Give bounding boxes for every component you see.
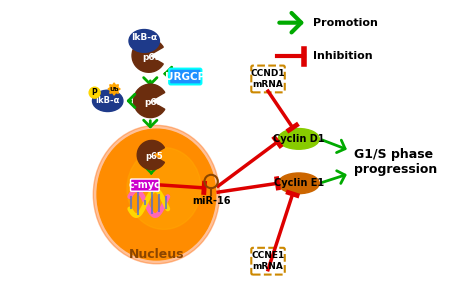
FancyBboxPatch shape [130, 179, 159, 191]
Ellipse shape [97, 129, 216, 260]
Polygon shape [108, 83, 120, 95]
Wedge shape [132, 39, 163, 72]
Text: Promotion: Promotion [313, 18, 378, 28]
Ellipse shape [93, 125, 219, 264]
Text: Cyclin E1: Cyclin E1 [273, 178, 324, 188]
Text: URGCP: URGCP [165, 72, 205, 82]
FancyBboxPatch shape [251, 248, 285, 274]
Text: IkB-α: IkB-α [96, 96, 120, 105]
Text: c-myc: c-myc [129, 180, 161, 190]
Text: Inhibition: Inhibition [313, 51, 373, 61]
Text: p65: p65 [142, 53, 161, 62]
Text: Nucleus: Nucleus [128, 248, 184, 261]
Ellipse shape [278, 173, 319, 194]
Ellipse shape [129, 29, 159, 52]
FancyBboxPatch shape [169, 69, 201, 84]
Wedge shape [137, 140, 164, 170]
Text: P: P [92, 88, 98, 97]
Text: Ub: Ub [109, 87, 119, 91]
Text: Cyclin D1: Cyclin D1 [273, 134, 325, 144]
Text: G1/S phase
progression: G1/S phase progression [354, 148, 438, 176]
Text: IkB-α: IkB-α [131, 33, 157, 42]
Text: CCND1
mRNA: CCND1 mRNA [251, 69, 285, 89]
Ellipse shape [92, 90, 123, 111]
Text: p65: p65 [144, 98, 163, 107]
Circle shape [89, 87, 100, 98]
Wedge shape [134, 84, 165, 118]
Ellipse shape [278, 129, 319, 149]
Ellipse shape [127, 148, 201, 229]
FancyBboxPatch shape [251, 66, 285, 92]
Text: p65: p65 [146, 152, 163, 161]
Text: miR-16: miR-16 [192, 196, 230, 206]
Text: CCNE1
mRNA: CCNE1 mRNA [251, 251, 285, 271]
